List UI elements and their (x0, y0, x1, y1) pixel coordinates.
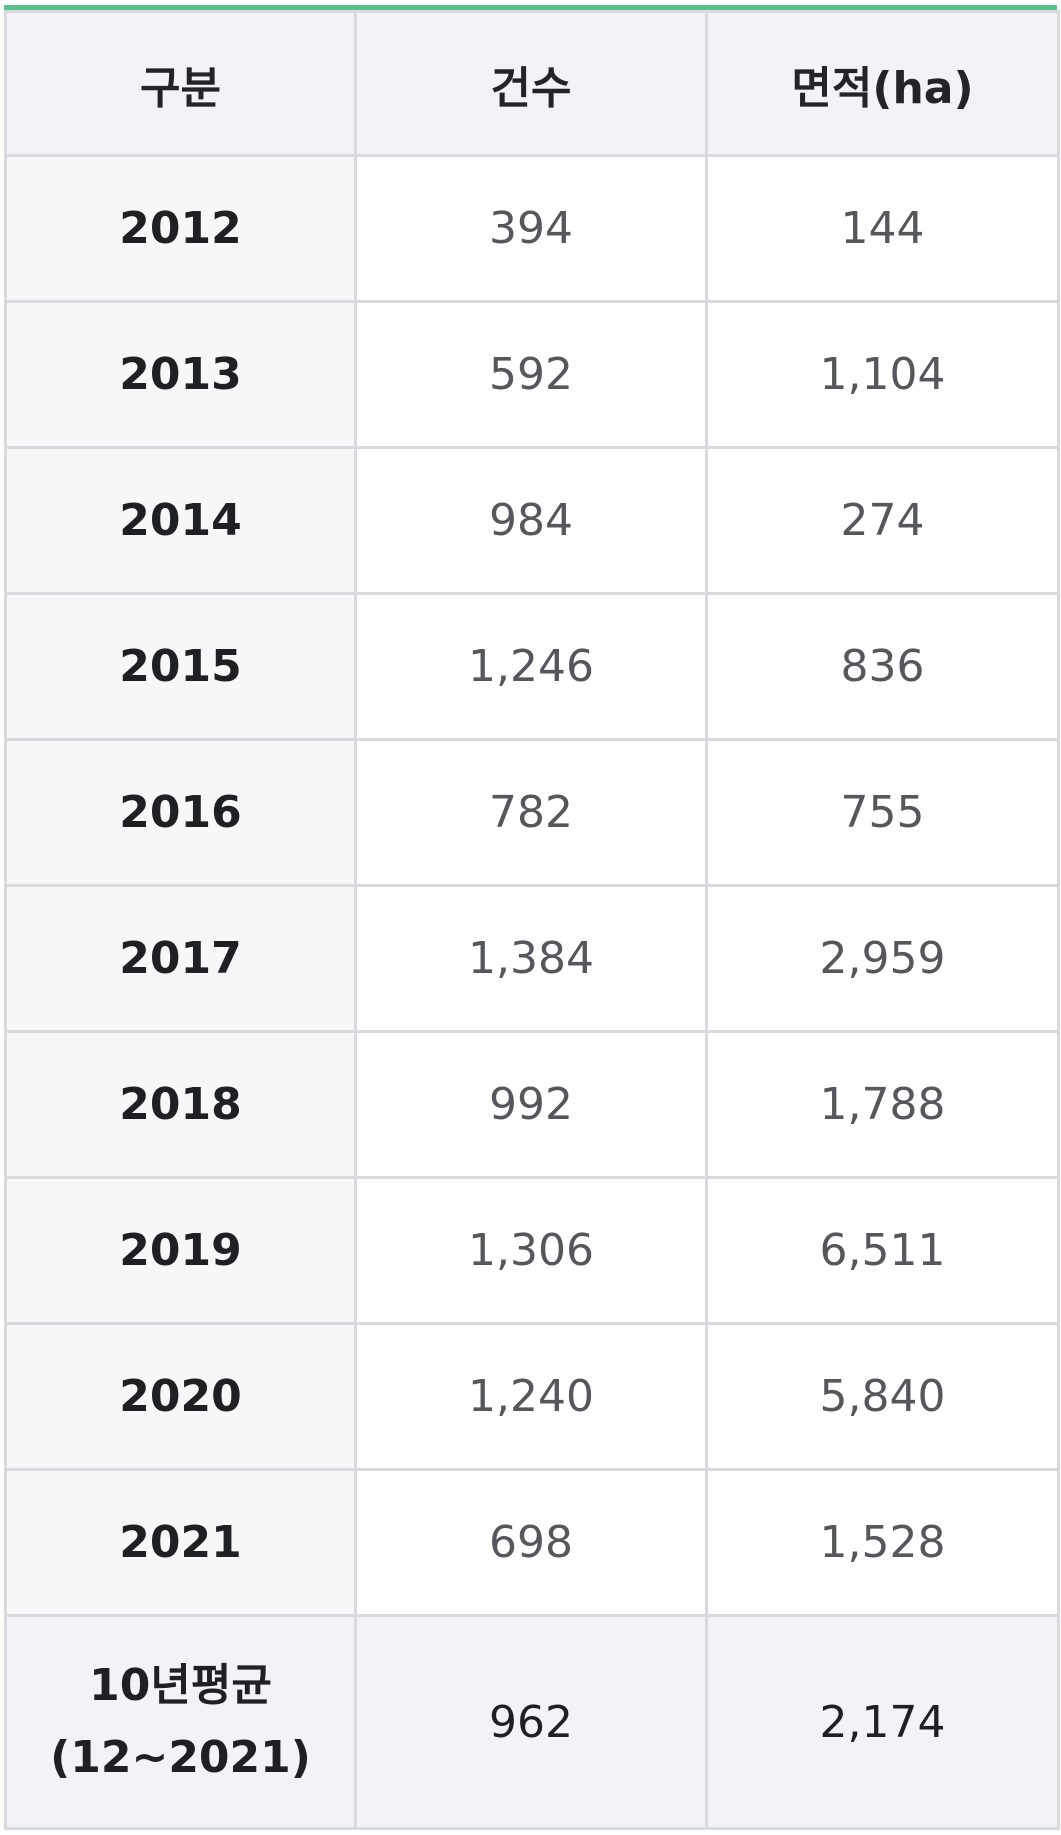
row-year: 2016 (4, 738, 357, 887)
summary-label-line2: (12~2021) (50, 1732, 311, 1783)
table-row: 2017 1,384 2,959 (4, 884, 1060, 1033)
row-area: 2,959 (705, 884, 1060, 1033)
data-table-container: 구분 건수 면적(ha) 2012 394 144 2013 592 1,104… (4, 5, 1060, 1830)
row-area: 6,511 (705, 1176, 1060, 1325)
row-area: 1,788 (705, 1030, 1060, 1179)
row-count: 1,384 (354, 884, 708, 1033)
row-year: 2014 (4, 446, 357, 595)
header-category: 구분 (4, 10, 357, 157)
statistics-table: 구분 건수 면적(ha) 2012 394 144 2013 592 1,104… (4, 10, 1060, 1830)
row-year: 2021 (4, 1468, 357, 1617)
summary-area: 2,174 (705, 1614, 1060, 1830)
table-row: 2021 698 1,528 (4, 1468, 1060, 1617)
row-year: 2018 (4, 1030, 357, 1179)
table-row: 2019 1,306 6,511 (4, 1176, 1060, 1325)
row-count: 782 (354, 738, 708, 887)
table-row: 2015 1,246 836 (4, 592, 1060, 741)
row-year: 2013 (4, 300, 357, 449)
row-count: 394 (354, 154, 708, 303)
table-row: 2014 984 274 (4, 446, 1060, 595)
row-area: 755 (705, 738, 1060, 887)
summary-count: 962 (354, 1614, 708, 1830)
row-count: 1,240 (354, 1322, 708, 1471)
row-year: 2012 (4, 154, 357, 303)
summary-row: 10년평균 (12~2021) 962 2,174 (4, 1614, 1060, 1830)
header-area: 면적(ha) (705, 10, 1060, 157)
row-count: 592 (354, 300, 708, 449)
row-count: 698 (354, 1468, 708, 1617)
row-year: 2015 (4, 592, 357, 741)
row-area: 274 (705, 446, 1060, 595)
table-row: 2016 782 755 (4, 738, 1060, 887)
row-year: 2017 (4, 884, 357, 1033)
table-row: 2013 592 1,104 (4, 300, 1060, 449)
summary-label: 10년평균 (12~2021) (4, 1614, 357, 1830)
row-area: 1,528 (705, 1468, 1060, 1617)
row-count: 1,246 (354, 592, 708, 741)
table-row: 2018 992 1,788 (4, 1030, 1060, 1179)
row-count: 984 (354, 446, 708, 595)
header-count: 건수 (354, 10, 708, 157)
row-area: 144 (705, 154, 1060, 303)
row-count: 992 (354, 1030, 708, 1179)
table-row: 2020 1,240 5,840 (4, 1322, 1060, 1471)
row-year: 2020 (4, 1322, 357, 1471)
summary-label-line1: 10년평균 (89, 1660, 272, 1711)
table-row: 2012 394 144 (4, 154, 1060, 303)
row-area: 5,840 (705, 1322, 1060, 1471)
row-area: 836 (705, 592, 1060, 741)
row-year: 2019 (4, 1176, 357, 1325)
row-count: 1,306 (354, 1176, 708, 1325)
row-area: 1,104 (705, 300, 1060, 449)
table-header-row: 구분 건수 면적(ha) (4, 10, 1060, 157)
